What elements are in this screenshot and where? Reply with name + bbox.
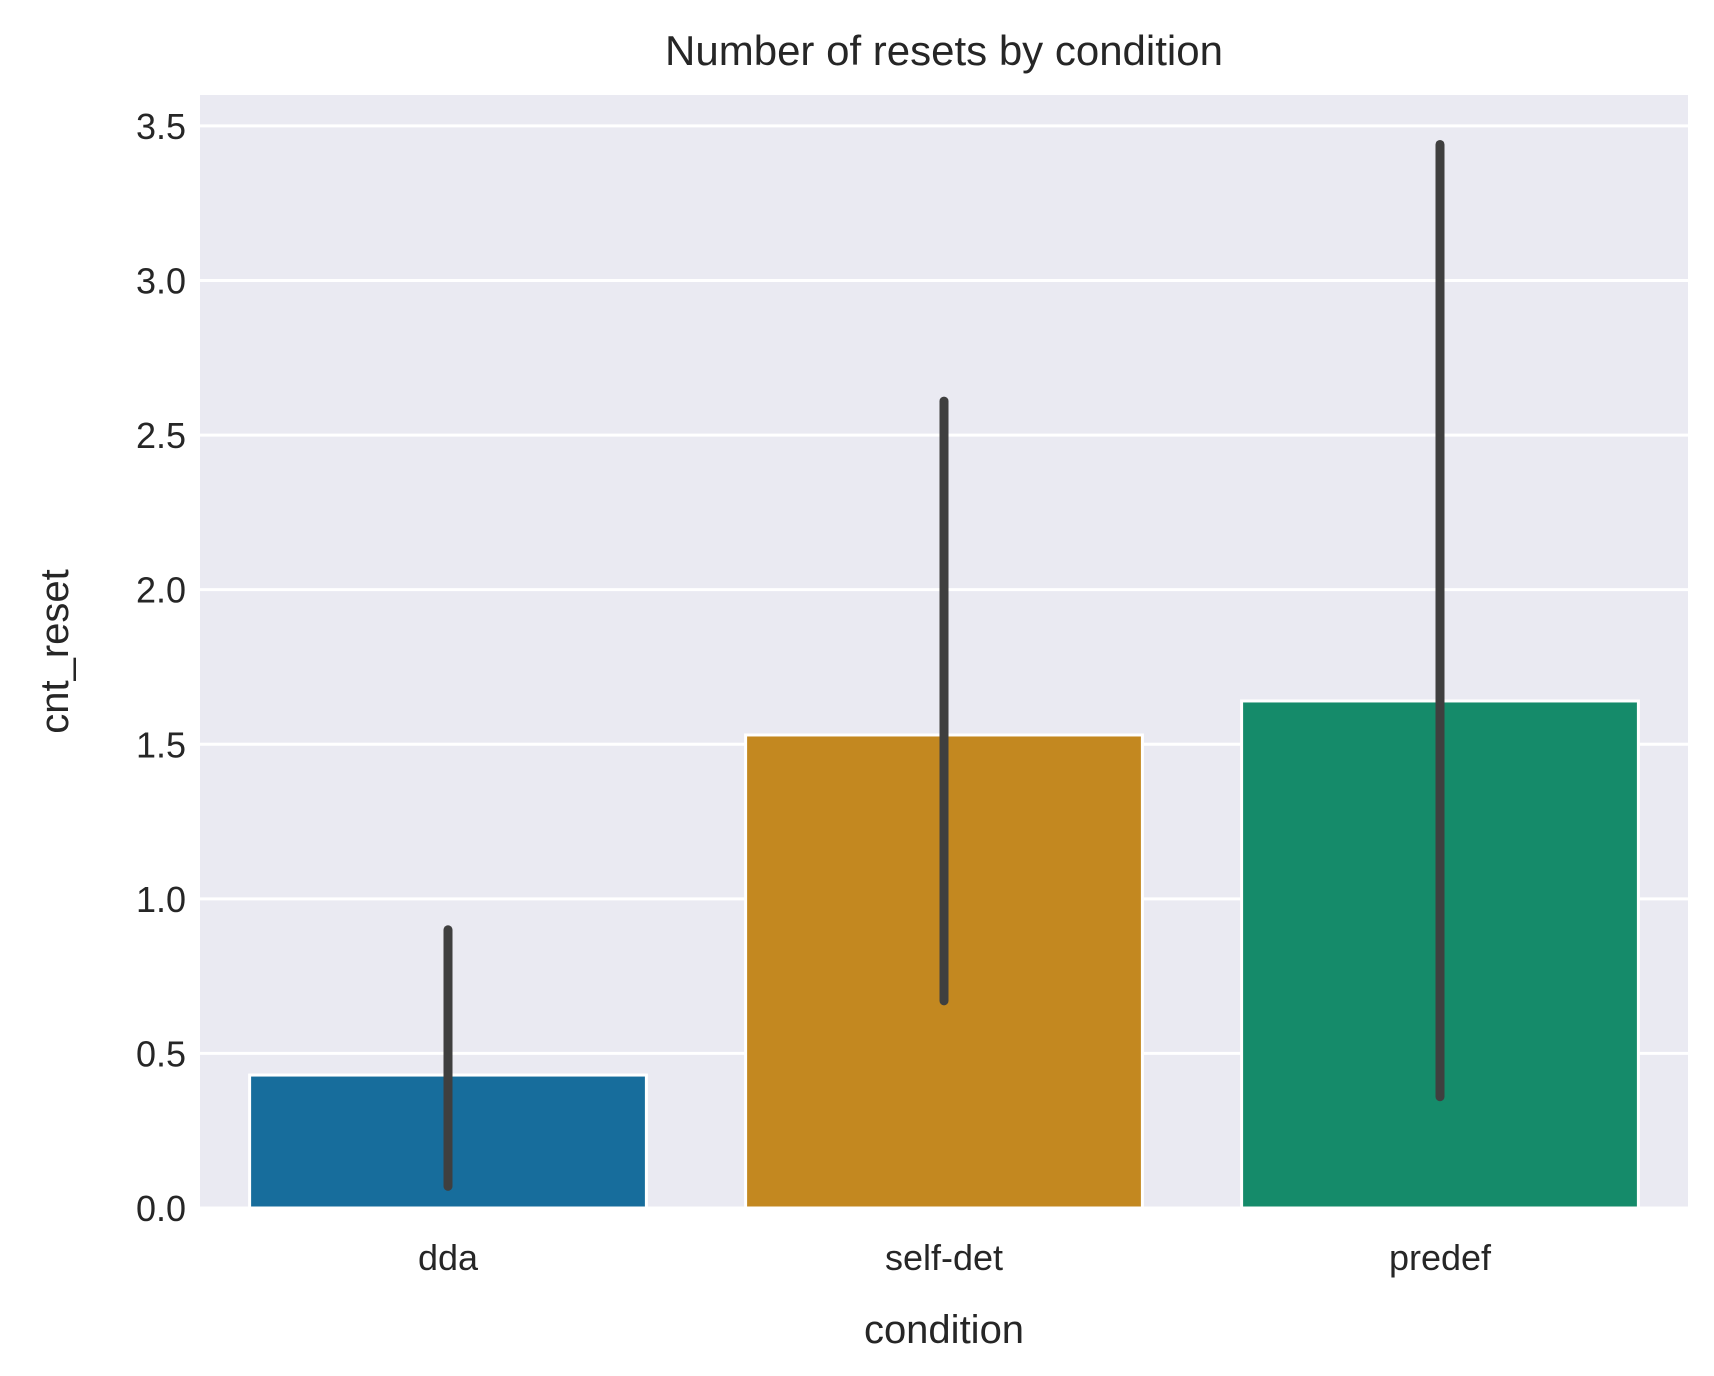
y-axis-label: cnt_reset — [33, 569, 77, 734]
y-tick-label: 1.0 — [136, 879, 186, 920]
x-tick-labels: dda self-det predef — [418, 1237, 1492, 1278]
x-axis-label: condition — [864, 1308, 1024, 1352]
y-tick-label: 1.5 — [136, 724, 186, 765]
y-tick-labels: 0.0 0.5 1.0 1.5 2.0 2.5 3.0 3.5 — [136, 106, 186, 1229]
y-tick-label: 0.5 — [136, 1033, 186, 1074]
y-tick-label: 3.0 — [136, 261, 186, 302]
chart-title: Number of resets by condition — [665, 27, 1223, 74]
y-tick-label: 0.0 — [136, 1188, 186, 1229]
y-tick-label: 2.0 — [136, 570, 186, 611]
y-tick-label: 3.5 — [136, 106, 186, 147]
y-tick-label: 2.5 — [136, 415, 186, 456]
x-tick-label: dda — [418, 1237, 479, 1278]
x-tick-label: predef — [1389, 1237, 1492, 1278]
x-tick-label: self-det — [885, 1237, 1003, 1278]
error-bars — [443, 139, 1445, 1191]
